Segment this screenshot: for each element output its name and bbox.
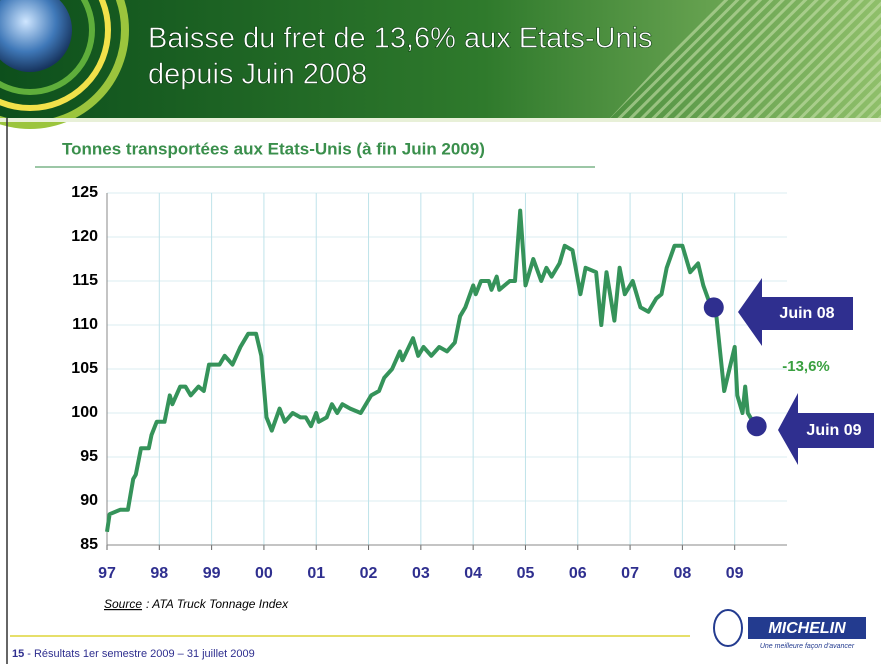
x-tick-label: 00 [255,565,273,582]
plot: 85 90 95 100 105 110 115 120 125 97 98 99 00 01 02 03 04… [71,184,787,582]
callout-label: Juin 09 [806,422,861,439]
y-tick-label: 95 [80,448,98,465]
y-tick-label: 110 [72,316,98,333]
x-tick-label: 09 [726,565,744,582]
y-tick-label: 120 [71,228,98,245]
logo-name: MICHELIN [768,620,846,637]
callout-arrow [778,393,874,465]
line-series [105,208,758,533]
logo-band [748,617,866,639]
logo-mascot [713,609,743,647]
callout-arrow [738,278,853,346]
source-text: : ATA Truck Tonnage Index [146,597,289,611]
x-tick-label: 07 [621,565,639,582]
ring [0,0,95,95]
annotation-dot [703,297,724,318]
ring [0,0,129,129]
y-tick-label: 105 [71,360,98,377]
footer-text: - Résultats 1er semestre 2009 – 31 juill… [27,648,254,660]
x-tick-label: 98 [150,565,168,582]
x-tick-label: 06 [569,565,587,582]
chart-title: Tonnes transportées aux Etats-Unis (à fi… [62,139,485,158]
x-tick-label: 02 [360,565,378,582]
source-label: Source [104,597,142,611]
ring [0,0,111,111]
x-tick-label: 99 [203,565,221,582]
y-tick-label: 90 [80,492,98,509]
y-tick-label: 85 [80,536,98,553]
header-stripes [610,0,881,118]
x-tick-label: 03 [412,565,430,582]
y-tick-label: 125 [71,184,98,201]
x-tick-label: 08 [673,565,691,582]
change-label: -13,6% [782,358,830,375]
x-tick-label: 05 [517,565,535,582]
page-number: 15 [12,648,24,660]
callout-label: Juin 08 [779,305,834,322]
footer: 15- Résultats 1er semestre 2009 – 31 jui… [12,648,255,660]
source: Source : ATA Truck Tonnage Index [104,597,289,611]
logo-tagline: Une meilleure façon d'avancer [760,643,855,650]
title-line: Baisse du fret de 13,6% aux Etats-Unis [148,23,653,55]
y-tick-label: 100 [71,404,98,421]
header-rule [0,118,881,122]
y-tick-label: 115 [72,272,98,289]
globe [0,0,72,72]
x-tick-label: 01 [307,565,325,582]
annotation-dot [746,416,767,437]
title-line: depuis Juin 2008 [148,59,367,91]
x-tick-label: 04 [464,565,482,582]
x-tick-label: 97 [98,565,116,582]
